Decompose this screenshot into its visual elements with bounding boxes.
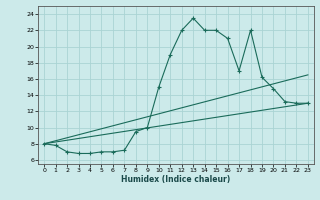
X-axis label: Humidex (Indice chaleur): Humidex (Indice chaleur)	[121, 175, 231, 184]
